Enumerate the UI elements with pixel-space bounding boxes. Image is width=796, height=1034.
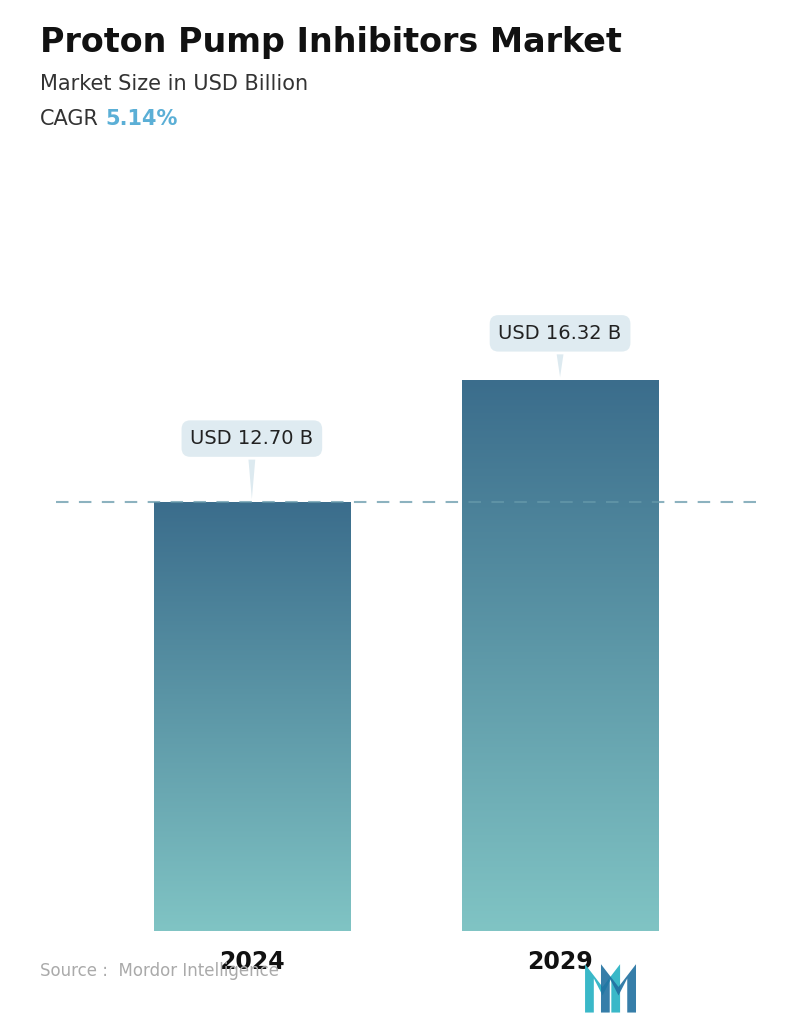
Text: 5.14%: 5.14% [105,109,178,128]
Text: Proton Pump Inhibitors Market: Proton Pump Inhibitors Market [40,26,622,59]
Polygon shape [601,964,636,1012]
Text: Market Size in USD Billion: Market Size in USD Billion [40,74,308,94]
Text: Source :  Mordor Intelligence: Source : Mordor Intelligence [40,963,279,980]
Text: CAGR: CAGR [40,109,99,128]
Text: USD 12.70 B: USD 12.70 B [190,429,314,499]
Text: USD 16.32 B: USD 16.32 B [498,324,622,377]
Polygon shape [585,964,620,1012]
